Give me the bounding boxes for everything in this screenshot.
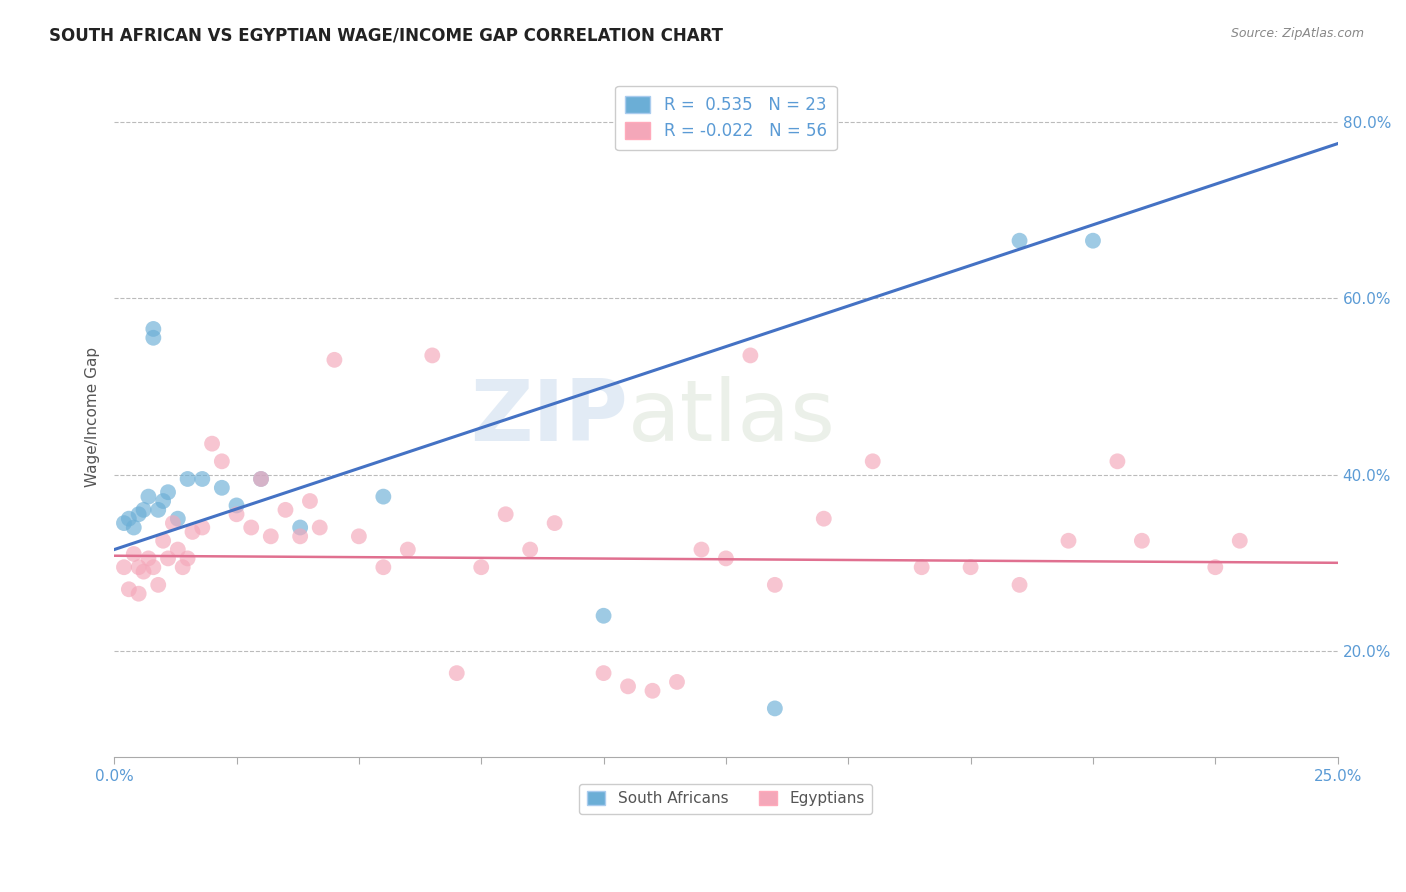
Point — [763, 578, 786, 592]
Point — [128, 587, 150, 601]
Point — [166, 542, 188, 557]
Point — [519, 542, 541, 557]
Point — [420, 348, 443, 362]
Point — [308, 520, 330, 534]
Point — [191, 472, 214, 486]
Point — [1057, 533, 1080, 548]
Point — [225, 508, 247, 522]
Point — [592, 666, 614, 681]
Point — [641, 683, 664, 698]
Point — [138, 551, 160, 566]
Point — [1008, 578, 1031, 592]
Point — [959, 560, 981, 574]
Text: ZIP: ZIP — [470, 376, 628, 458]
Point — [690, 542, 713, 557]
Point — [176, 472, 198, 486]
Point — [157, 485, 180, 500]
Point — [1130, 533, 1153, 548]
Point — [128, 560, 150, 574]
Y-axis label: Wage/Income Gap: Wage/Income Gap — [86, 347, 100, 487]
Point — [122, 520, 145, 534]
Point — [396, 542, 419, 557]
Point — [763, 701, 786, 715]
Point — [112, 560, 135, 574]
Point — [152, 533, 174, 548]
Point — [176, 551, 198, 566]
Point — [1156, 785, 1178, 799]
Point — [166, 511, 188, 525]
Point — [148, 578, 170, 592]
Point — [740, 348, 762, 362]
Point — [274, 503, 297, 517]
Point — [298, 494, 321, 508]
Point — [665, 675, 688, 690]
Point — [142, 560, 165, 574]
Point — [446, 666, 468, 681]
Point — [714, 551, 737, 566]
Point — [157, 551, 180, 566]
Point — [240, 520, 263, 534]
Point — [181, 524, 204, 539]
Point — [911, 560, 934, 574]
Point — [142, 322, 165, 336]
Point — [373, 490, 395, 504]
Point — [1081, 234, 1104, 248]
Point — [148, 503, 170, 517]
Point — [1107, 454, 1129, 468]
Point — [288, 520, 311, 534]
Point — [250, 472, 273, 486]
Point — [152, 494, 174, 508]
Point — [288, 529, 311, 543]
Point — [172, 560, 194, 574]
Point — [470, 560, 492, 574]
Point — [323, 352, 346, 367]
Point — [862, 454, 884, 468]
Point — [347, 529, 370, 543]
Point — [201, 436, 224, 450]
Point — [250, 472, 273, 486]
Point — [132, 503, 155, 517]
Point — [813, 511, 835, 525]
Point — [1204, 560, 1226, 574]
Text: Source: ZipAtlas.com: Source: ZipAtlas.com — [1230, 27, 1364, 40]
Point — [592, 608, 614, 623]
Point — [495, 508, 517, 522]
Point — [1008, 234, 1031, 248]
Point — [543, 516, 565, 530]
Legend: South Africans, Egyptians: South Africans, Egyptians — [579, 783, 872, 814]
Point — [118, 511, 141, 525]
Point — [373, 560, 395, 574]
Point — [132, 565, 155, 579]
Text: SOUTH AFRICAN VS EGYPTIAN WAGE/INCOME GAP CORRELATION CHART: SOUTH AFRICAN VS EGYPTIAN WAGE/INCOME GA… — [49, 27, 723, 45]
Point — [1229, 533, 1251, 548]
Point — [138, 490, 160, 504]
Point — [128, 508, 150, 522]
Point — [112, 516, 135, 530]
Point — [162, 516, 184, 530]
Point — [211, 454, 233, 468]
Point — [617, 679, 640, 693]
Point — [122, 547, 145, 561]
Point — [191, 520, 214, 534]
Point — [142, 331, 165, 345]
Text: atlas: atlas — [628, 376, 837, 458]
Point — [225, 499, 247, 513]
Point — [118, 582, 141, 597]
Point — [260, 529, 283, 543]
Point — [211, 481, 233, 495]
